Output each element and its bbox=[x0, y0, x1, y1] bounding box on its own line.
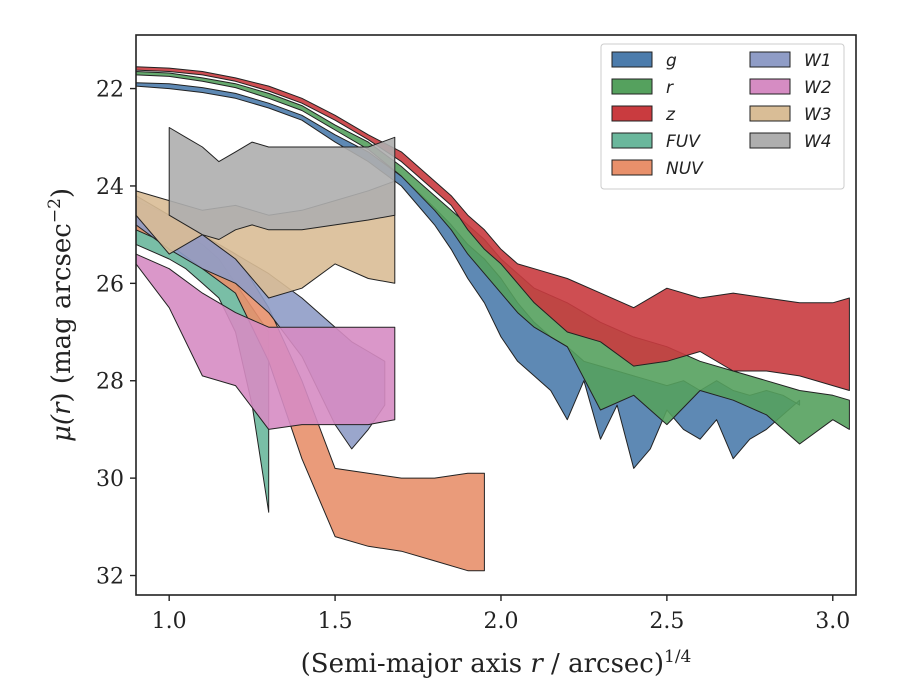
plot-frame bbox=[135, 34, 857, 596]
legend-swatch-w1 bbox=[749, 51, 791, 68]
series-layer bbox=[136, 66, 850, 572]
y-axis-label-rest: ) (mag arcsec bbox=[47, 223, 77, 402]
legend-label-w1: W1 bbox=[804, 51, 832, 71]
legend-swatch-w2 bbox=[749, 78, 791, 95]
legend-label-fuv: FUV bbox=[666, 132, 701, 152]
y-tick-label: 30 bbox=[96, 467, 124, 492]
legend-label-r: r bbox=[666, 78, 674, 98]
series-band-w4 bbox=[168, 127, 396, 240]
x-tick-label: 2.5 bbox=[649, 609, 684, 634]
legend-swatch-z bbox=[611, 105, 653, 122]
x-axis-label: (Semi-major axis r / arcsec)1/4 bbox=[301, 647, 692, 679]
y-tick-label: 26 bbox=[96, 272, 124, 297]
x-tick-label: 1.0 bbox=[152, 609, 187, 634]
x-axis-label-sup: 1/4 bbox=[664, 647, 691, 667]
legend-swatch-fuv bbox=[611, 132, 653, 149]
legend-swatch-r bbox=[611, 78, 653, 95]
y-tick-label: 32 bbox=[96, 565, 124, 590]
legend-swatch-g bbox=[611, 51, 653, 68]
y-tick-label: 28 bbox=[96, 370, 124, 395]
legend-label-w2: W2 bbox=[804, 78, 832, 98]
x-tick-label: 2.0 bbox=[483, 609, 518, 634]
y-tick-label: 24 bbox=[96, 175, 124, 200]
x-axis-label-var: r bbox=[530, 649, 544, 679]
y-tick-label: 22 bbox=[96, 78, 124, 103]
y-axis: 22 24 26 28 30 32 bbox=[96, 78, 136, 590]
series-band-w2 bbox=[136, 253, 396, 430]
legend-swatch-w3 bbox=[749, 105, 791, 122]
x-tick-label: 3.0 bbox=[815, 609, 850, 634]
x-axis: 1.0 1.5 2.0 2.5 3.0 bbox=[152, 595, 850, 634]
y-axis-label: μ(r) (mag arcsec−2) bbox=[45, 188, 77, 442]
x-tick-label: 1.5 bbox=[318, 609, 353, 634]
x-axis-label-main: (Semi-major axis bbox=[301, 649, 531, 679]
y-axis-label-close: ) bbox=[47, 188, 77, 198]
legend-label-w3: W3 bbox=[804, 105, 832, 125]
y-axis-label-main: μ( bbox=[47, 414, 77, 442]
x-axis-label-rest: / arcsec) bbox=[543, 649, 664, 679]
legend-label-nuv: NUV bbox=[666, 159, 704, 179]
legend-label-z: z bbox=[665, 105, 676, 125]
legend-label-g: g bbox=[666, 51, 677, 71]
legend-swatch-nuv bbox=[611, 159, 653, 176]
legend-swatch-w4 bbox=[749, 132, 791, 149]
legend-items: grz FUV NUV W1 W2 W3 W4 bbox=[611, 51, 832, 179]
y-axis-label-var: r bbox=[47, 401, 77, 415]
legend-label-w4: W4 bbox=[804, 132, 832, 152]
legend: grz FUV NUV W1 W2 W3 W4 bbox=[600, 43, 845, 190]
y-axis-label-sup: −2 bbox=[45, 198, 65, 223]
